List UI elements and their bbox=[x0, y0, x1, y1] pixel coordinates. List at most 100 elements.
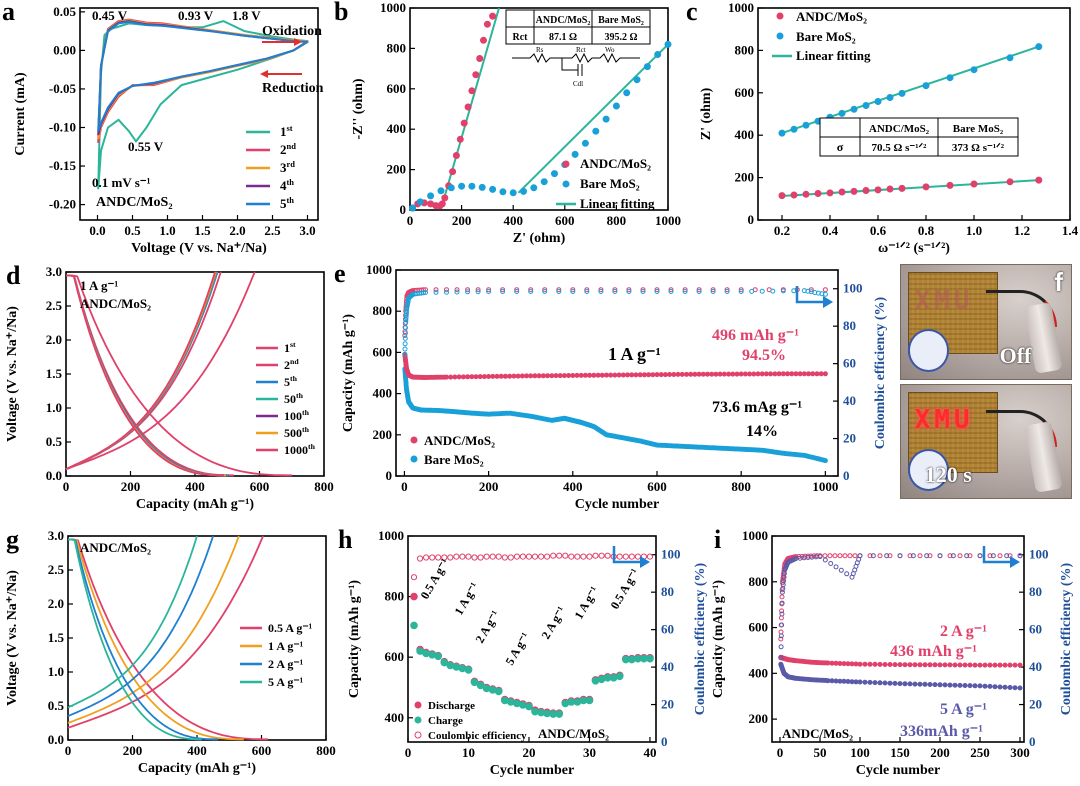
data-point bbox=[967, 553, 973, 559]
data-point bbox=[536, 373, 542, 379]
x-tick-label: 1.2 bbox=[1014, 223, 1030, 238]
data-point bbox=[907, 662, 913, 668]
data-point bbox=[626, 287, 632, 293]
annotation: 0.45 V bbox=[92, 8, 128, 23]
panel-letter-a: a bbox=[2, 0, 15, 26]
linear-fit bbox=[781, 179, 1039, 197]
chart-a: 0.0 0.5 1.0 1.5 2.0 2.5 3.0 -0.20 -0.15 -0.10 -0.0… bbox=[2, 0, 324, 256]
data-point bbox=[402, 351, 408, 357]
data-point bbox=[476, 54, 484, 62]
y2-tick-label: 20 bbox=[843, 431, 856, 446]
data-point bbox=[964, 553, 970, 559]
data-point bbox=[599, 372, 605, 378]
data-point bbox=[897, 681, 903, 687]
annotation: 0.93 V bbox=[178, 8, 214, 23]
arrow-line bbox=[612, 546, 640, 564]
x-axis-label: Capacity (mAh g⁻¹) bbox=[138, 761, 256, 776]
rate-charge-3 bbox=[67, 535, 198, 709]
annotation: 1.8 V bbox=[232, 8, 261, 23]
data-point bbox=[779, 622, 785, 628]
y-tick-label: 800 bbox=[749, 574, 769, 589]
chart-e: 0 200 400 600 800 100002004006008001000Cycle … bbox=[334, 259, 888, 512]
data-point bbox=[587, 372, 593, 378]
x-axis-label: Cycle number bbox=[490, 763, 574, 778]
y-tick-label: 1000 bbox=[742, 528, 768, 543]
data-point bbox=[862, 102, 870, 110]
a5-capacity-markers bbox=[778, 661, 1023, 691]
data-point bbox=[778, 633, 784, 639]
rate-discharge-1 bbox=[68, 538, 244, 741]
data-point bbox=[409, 204, 417, 212]
data-point bbox=[778, 636, 784, 642]
legend-label: 2 A g⁻¹ bbox=[268, 657, 304, 671]
data-point bbox=[658, 372, 664, 378]
logo-badge bbox=[907, 448, 950, 492]
data-point bbox=[468, 87, 476, 95]
data-point bbox=[779, 594, 785, 600]
data-point bbox=[454, 289, 460, 295]
andc-capacity-markers bbox=[402, 351, 828, 380]
data-point bbox=[790, 125, 798, 133]
data-point bbox=[427, 192, 435, 200]
x-tick-label: 300 bbox=[1010, 745, 1030, 760]
data-point bbox=[942, 662, 948, 668]
data-point bbox=[1012, 685, 1018, 691]
x-axis-label: Cycle number bbox=[856, 763, 940, 778]
data-point bbox=[717, 371, 723, 377]
data-point bbox=[763, 371, 769, 377]
data-point bbox=[464, 103, 472, 111]
data-point bbox=[650, 372, 656, 378]
data-point bbox=[822, 553, 828, 559]
circuit-label: Rs bbox=[536, 46, 544, 54]
data-point bbox=[749, 288, 755, 294]
x-tick-label: 0.4 bbox=[822, 223, 839, 238]
data-point bbox=[942, 682, 948, 688]
y-tick-label: 0.5 bbox=[48, 698, 65, 713]
y-tick-label: 1000 bbox=[728, 0, 754, 15]
data-point bbox=[772, 371, 778, 377]
y-tick-label: 800 bbox=[387, 40, 407, 55]
data-point bbox=[1002, 684, 1008, 690]
data-point bbox=[810, 371, 816, 377]
data-point bbox=[970, 180, 978, 188]
data-point bbox=[710, 289, 716, 294]
y2-tick-label: 80 bbox=[661, 584, 674, 599]
y-tick-label: 3.0 bbox=[46, 264, 62, 279]
data-point bbox=[433, 287, 439, 293]
x-tick-label: 50 bbox=[814, 745, 827, 760]
data-point bbox=[778, 615, 784, 621]
data-point bbox=[654, 289, 660, 294]
panel-letter-d: d bbox=[6, 261, 21, 290]
data-point bbox=[709, 371, 715, 377]
data-point bbox=[574, 553, 581, 560]
data-point bbox=[523, 373, 529, 379]
data-point bbox=[465, 287, 471, 293]
data-point bbox=[540, 178, 548, 186]
data-point bbox=[822, 371, 828, 377]
linear-fit bbox=[517, 43, 669, 194]
arrow-head bbox=[1010, 556, 1020, 568]
legend-marker bbox=[414, 731, 422, 739]
data-point bbox=[441, 554, 448, 561]
panel-letter-c: c bbox=[686, 0, 698, 26]
data-point bbox=[443, 374, 449, 380]
y2-tick-label: 0 bbox=[1029, 734, 1036, 749]
data-point bbox=[470, 678, 479, 687]
data-point bbox=[499, 188, 507, 196]
data-point bbox=[452, 374, 458, 380]
data-point bbox=[759, 371, 765, 377]
y-tick-label: 0.05 bbox=[53, 4, 76, 19]
y2-axis-label: Coulombic efficiency (%) bbox=[873, 296, 888, 449]
data-point bbox=[646, 553, 654, 560]
data-point bbox=[838, 567, 844, 573]
x-tick-label: 600 bbox=[647, 479, 667, 494]
data-point bbox=[542, 287, 548, 293]
rate-discharge-3 bbox=[68, 538, 202, 741]
data-point bbox=[862, 187, 870, 195]
data-point bbox=[570, 287, 576, 293]
data-point bbox=[932, 662, 938, 668]
data-point bbox=[515, 373, 521, 379]
y-tick-label: 800 bbox=[735, 42, 755, 57]
data-point bbox=[403, 325, 408, 331]
data-point bbox=[612, 287, 618, 293]
